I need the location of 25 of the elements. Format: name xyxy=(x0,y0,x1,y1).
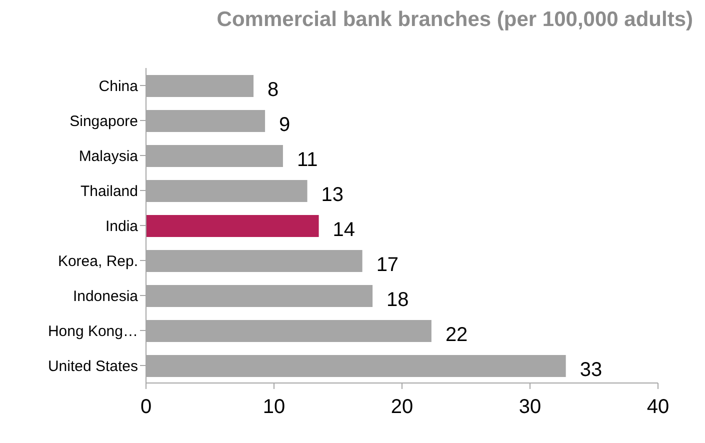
x-tick-label: 40 xyxy=(646,396,670,418)
data-label: 9 xyxy=(279,114,290,136)
data-label: 22 xyxy=(445,324,468,346)
chart-title: Commercial bank branches (per 100,000 adults) xyxy=(216,8,693,32)
x-tick-label: 10 xyxy=(262,396,286,418)
y-tick-label: Malaysia xyxy=(78,148,139,165)
x-tick-label: 20 xyxy=(390,396,414,418)
x-tick-label: 30 xyxy=(518,396,542,418)
y-tick-label: India xyxy=(105,218,139,235)
y-tick-label: China xyxy=(98,78,139,95)
y-tick-label: Hong Kong… xyxy=(48,322,138,340)
data-label: 33 xyxy=(580,359,602,381)
y-tick-label: United States xyxy=(48,358,138,375)
data-label: 13 xyxy=(321,184,344,206)
data-label: 18 xyxy=(386,289,409,311)
y-tick-label: Korea, Rep. xyxy=(58,252,138,270)
data-label: 11 xyxy=(296,149,318,171)
data-label: 14 xyxy=(332,219,356,241)
x-tick-label: 0 xyxy=(140,396,152,418)
y-tick-label: Indonesia xyxy=(72,288,139,305)
bar xyxy=(146,215,319,237)
y-tick-label: Singapore xyxy=(70,112,138,130)
data-label: 8 xyxy=(268,79,279,101)
y-tick-label: Thailand xyxy=(80,182,138,200)
data-label: 17 xyxy=(376,254,399,276)
